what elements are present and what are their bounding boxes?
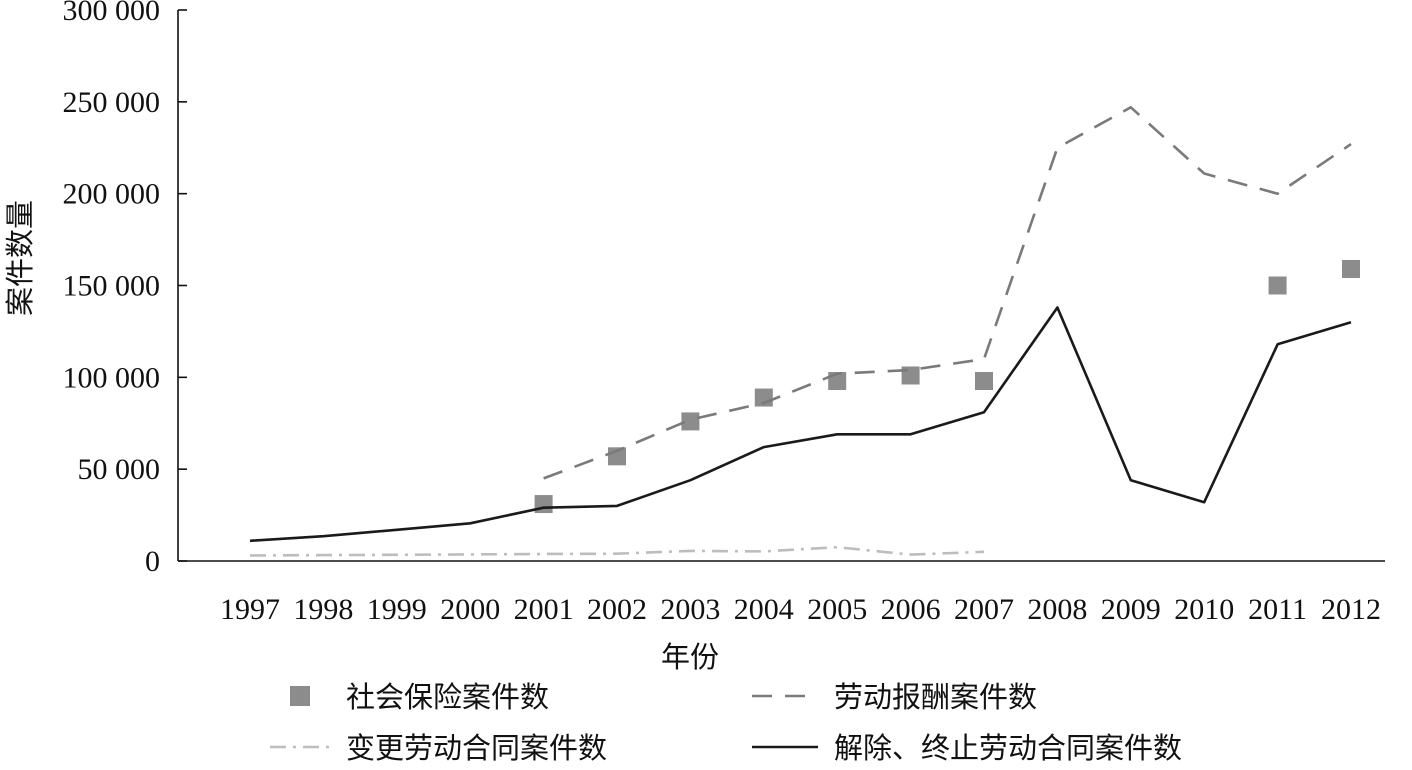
- series-contract-change: [249, 545, 985, 557]
- x-tick-label: 2009: [1101, 593, 1161, 626]
- legend-item-labor-pay: 劳动报酬案件数: [752, 680, 1037, 714]
- x-ticks: 1997 1998 1999 2000 2001 2002 2003 2004 2005 2006…: [220, 593, 1381, 626]
- series-line: [543, 106, 1352, 480]
- x-tick-label: 2004: [734, 593, 794, 626]
- legend-item-contract-termination: 解除、终止劳动合同案件数: [752, 731, 1182, 765]
- legend-label-labor-pay: 劳动报酬案件数: [834, 680, 1037, 714]
- legend-item-social-insurance: 社会保险案件数: [290, 680, 549, 714]
- data-point: [1342, 259, 1360, 278]
- y-tick-label: 200 000: [63, 178, 161, 211]
- x-tick-label: 2003: [660, 593, 720, 626]
- data-point: [975, 372, 993, 391]
- data-point: [1268, 276, 1287, 295]
- x-tick-label: 1997: [220, 593, 280, 626]
- legend-label-social-insurance: 社会保险案件数: [346, 680, 549, 714]
- x-tick-label: 2002: [587, 593, 647, 626]
- y-tick-label: 300 000: [63, 0, 161, 27]
- series-contract-termination: [249, 306, 1352, 543]
- x-tick-label: 1999: [367, 593, 427, 626]
- legend-label-contract-change: 变更劳动合同案件数: [346, 731, 607, 765]
- axes: [177, 10, 1385, 562]
- series-labor-pay: [543, 106, 1352, 480]
- series-line: [249, 545, 985, 557]
- x-tick-label: 2008: [1027, 593, 1087, 626]
- x-tick-label: 2011: [1248, 593, 1307, 626]
- x-tick-label: 2000: [440, 593, 500, 626]
- legend-item-contract-change: 变更劳动合同案件数: [270, 731, 607, 765]
- series-line: [249, 306, 1352, 543]
- legend: 社会保险案件数 劳动报酬案件数 变更劳动合同案件数 解除、终止劳动合同案件数: [270, 680, 1182, 765]
- x-tick-label: 1998: [293, 593, 353, 626]
- x-tick-label: 2006: [881, 593, 941, 626]
- x-tick-label: 2005: [807, 593, 867, 626]
- x-tick-label: 2010: [1174, 593, 1234, 626]
- y-tick-label: 100 000: [63, 361, 161, 394]
- series-layer: [249, 106, 1360, 557]
- y-tick-label: 150 000: [63, 270, 161, 303]
- x-tick-label: 2012: [1321, 593, 1381, 626]
- y-tick-label: 0: [145, 545, 160, 578]
- legend-label-contract-termination: 解除、终止劳动合同案件数: [834, 731, 1182, 765]
- series-social-insurance: [534, 259, 1360, 514]
- x-axis-title: 年份: [661, 640, 719, 674]
- data-point: [681, 412, 700, 431]
- y-tick-label: 250 000: [63, 86, 161, 119]
- y-axis-title: 案件数量: [3, 200, 37, 316]
- x-tick-label: 2007: [954, 593, 1014, 626]
- y-ticks: 0 50 000 100 000 150 000 200 000 250 000 300 0…: [63, 0, 187, 578]
- x-tick-label: 2001: [514, 593, 574, 626]
- y-tick-label: 50 000: [78, 453, 161, 486]
- legend-swatch-social-insurance: [290, 686, 310, 706]
